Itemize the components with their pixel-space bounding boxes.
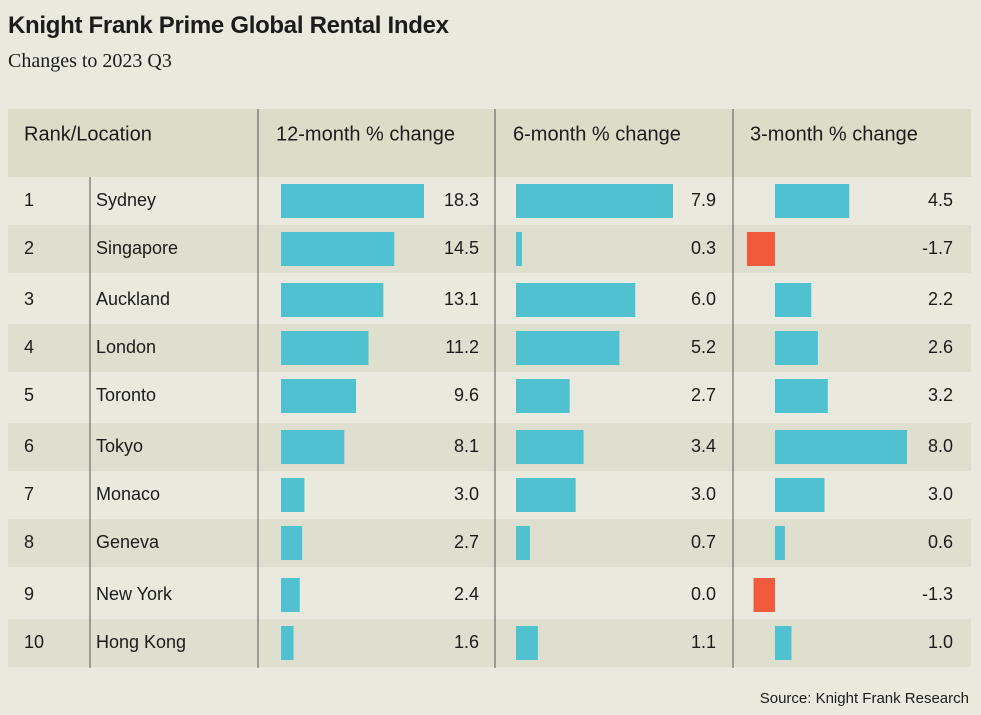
value-label-m12: 3.0 [454, 484, 479, 504]
location-label: Singapore [96, 238, 178, 258]
bar-m6 [516, 283, 636, 317]
value-label-m3: -1.3 [922, 584, 953, 604]
column-header: 12-month % change [276, 123, 455, 145]
value-label-m6: 7.9 [691, 190, 716, 210]
rank-label: 3 [24, 289, 34, 309]
location-label: London [96, 337, 156, 357]
bar-m6 [516, 526, 530, 560]
value-label-m6: 3.0 [691, 484, 716, 504]
value-label-m6: 0.3 [691, 238, 716, 258]
value-label-m6: 0.7 [691, 532, 716, 552]
location-label: Geneva [96, 532, 160, 552]
value-label-m3: 3.0 [928, 484, 953, 504]
bar-m6 [516, 430, 584, 464]
bar-m12 [281, 578, 300, 612]
bar-m6 [516, 379, 570, 413]
value-label-m12: 11.2 [445, 337, 479, 357]
bar-m6 [516, 232, 522, 266]
bar-m3 [775, 478, 825, 512]
bar-m12 [281, 379, 357, 413]
value-label-m12: 1.6 [454, 632, 479, 652]
location-label: Toronto [96, 385, 156, 405]
column-header: 3-month % change [750, 123, 918, 145]
location-label: Tokyo [96, 436, 143, 456]
location-label: Hong Kong [96, 632, 186, 652]
bar-m3 [775, 526, 785, 560]
value-label-m12: 14.5 [444, 238, 479, 258]
rank-label: 9 [24, 584, 34, 604]
value-label-m12: 8.1 [454, 436, 479, 456]
value-label-m6: 0.0 [691, 584, 716, 604]
row-band [8, 225, 971, 273]
value-label-m3: -1.7 [922, 238, 953, 258]
bar-m6 [516, 331, 620, 365]
rank-label: 1 [24, 190, 34, 210]
value-label-m12: 2.4 [454, 584, 479, 604]
rank-label: 5 [24, 385, 34, 405]
value-label-m6: 3.4 [691, 436, 716, 456]
source-note: Source: Knight Frank Research [759, 690, 969, 707]
header-background [8, 109, 971, 177]
value-label-m3: 8.0 [928, 436, 953, 456]
value-label-m6: 5.2 [691, 337, 716, 357]
rank-label: 2 [24, 238, 34, 258]
rank-label: 6 [24, 436, 34, 456]
value-label-m3: 0.6 [928, 532, 953, 552]
column-header: 6-month % change [513, 123, 681, 145]
bar-m3 [775, 626, 792, 660]
bar-m12 [281, 232, 395, 266]
row-band [8, 519, 971, 567]
value-label-m3: 2.6 [928, 337, 953, 357]
bar-m12 [281, 626, 294, 660]
bar-m12 [281, 283, 384, 317]
value-label-m6: 1.1 [691, 632, 716, 652]
value-label-m12: 2.7 [454, 532, 479, 552]
location-label: Auckland [96, 289, 170, 309]
location-label: Sydney [96, 190, 156, 210]
location-label: Monaco [96, 484, 160, 504]
location-label: New York [96, 584, 173, 604]
bar-m3 [775, 430, 907, 464]
row-band [8, 619, 971, 667]
value-label-m3: 1.0 [928, 632, 953, 652]
value-label-m12: 9.6 [454, 385, 479, 405]
bar-m12 [281, 526, 303, 560]
bar-m12 [281, 430, 345, 464]
bar-m6 [516, 184, 673, 218]
bar-m12 [281, 331, 369, 365]
bar-m3 [775, 331, 818, 365]
bar-m3 [775, 379, 828, 413]
value-label-m12: 18.3 [444, 190, 479, 210]
bar-m12 [281, 184, 424, 218]
rank-label: 8 [24, 532, 34, 552]
bar-m3 [775, 283, 812, 317]
bar-m3 [753, 578, 775, 612]
bar-m12 [281, 478, 305, 512]
value-label-m6: 6.0 [691, 289, 716, 309]
column-header: Rank/Location [24, 123, 152, 145]
bar-m6 [516, 478, 576, 512]
rank-label: 10 [24, 632, 44, 652]
value-label-m12: 13.1 [444, 289, 479, 309]
chart-title: Knight Frank Prime Global Rental Index [8, 12, 449, 39]
value-label-m3: 3.2 [928, 385, 953, 405]
value-label-m6: 2.7 [691, 385, 716, 405]
value-label-m3: 2.2 [928, 289, 953, 309]
bar-m3 [746, 232, 775, 266]
bar-m3 [775, 184, 850, 218]
rank-label: 7 [24, 484, 34, 504]
rank-label: 4 [24, 337, 34, 357]
bar-m6 [516, 626, 538, 660]
chart-subtitle: Changes to 2023 Q3 [8, 50, 172, 72]
value-label-m3: 4.5 [928, 190, 953, 210]
